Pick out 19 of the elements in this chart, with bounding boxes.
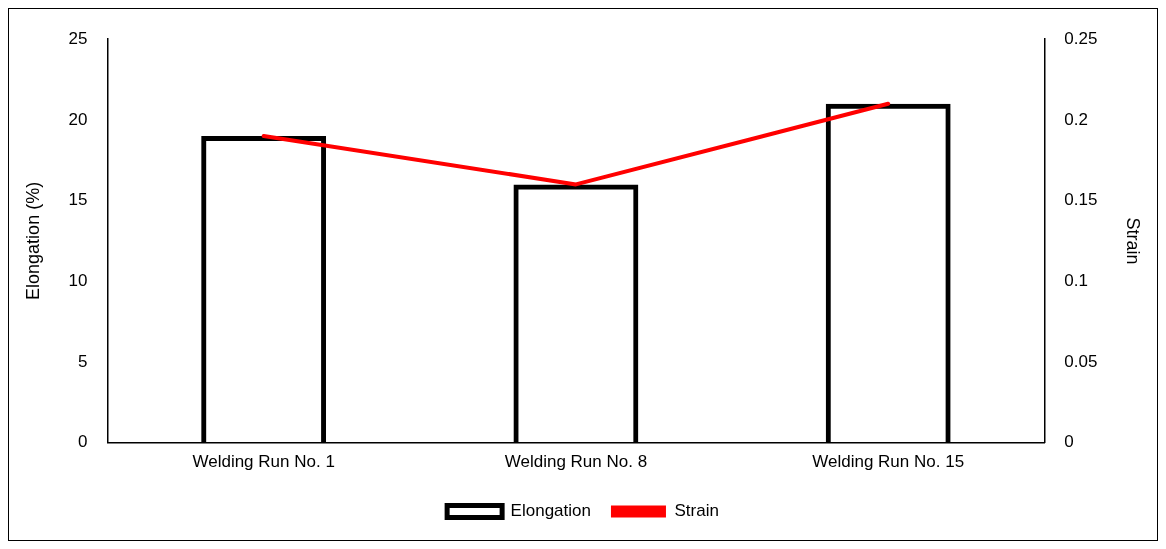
y2-tick-label: 0.05 — [1064, 351, 1098, 371]
x-tick-label: Welding Run No. 1 — [192, 452, 335, 472]
y2-tick-label: 0.15 — [1064, 190, 1098, 210]
y2-tick-label: 0.1 — [1064, 270, 1088, 290]
y2-tick-label: 0.25 — [1064, 28, 1098, 48]
y-axis-title: Elongation (%) — [22, 181, 43, 300]
y-tick-label: 10 — [68, 270, 88, 290]
y-tick-label: 15 — [68, 190, 88, 210]
y2-tick-label: 0.2 — [1064, 109, 1088, 129]
y-tick-label: 0 — [78, 432, 88, 452]
legend-label: Elongation — [510, 501, 591, 521]
y2-axis-title: Strain — [1123, 217, 1144, 265]
x-tick-label: Welding Run No. 15 — [812, 452, 965, 472]
x-tick-label: Welding Run No. 8 — [504, 452, 648, 472]
y2-tick-label: 0 — [1064, 432, 1074, 452]
y-tick-label: 20 — [68, 109, 88, 129]
y-tick-label: 5 — [78, 351, 88, 371]
legend-label: Strain — [674, 501, 719, 521]
y-tick-label: 25 — [68, 28, 88, 48]
